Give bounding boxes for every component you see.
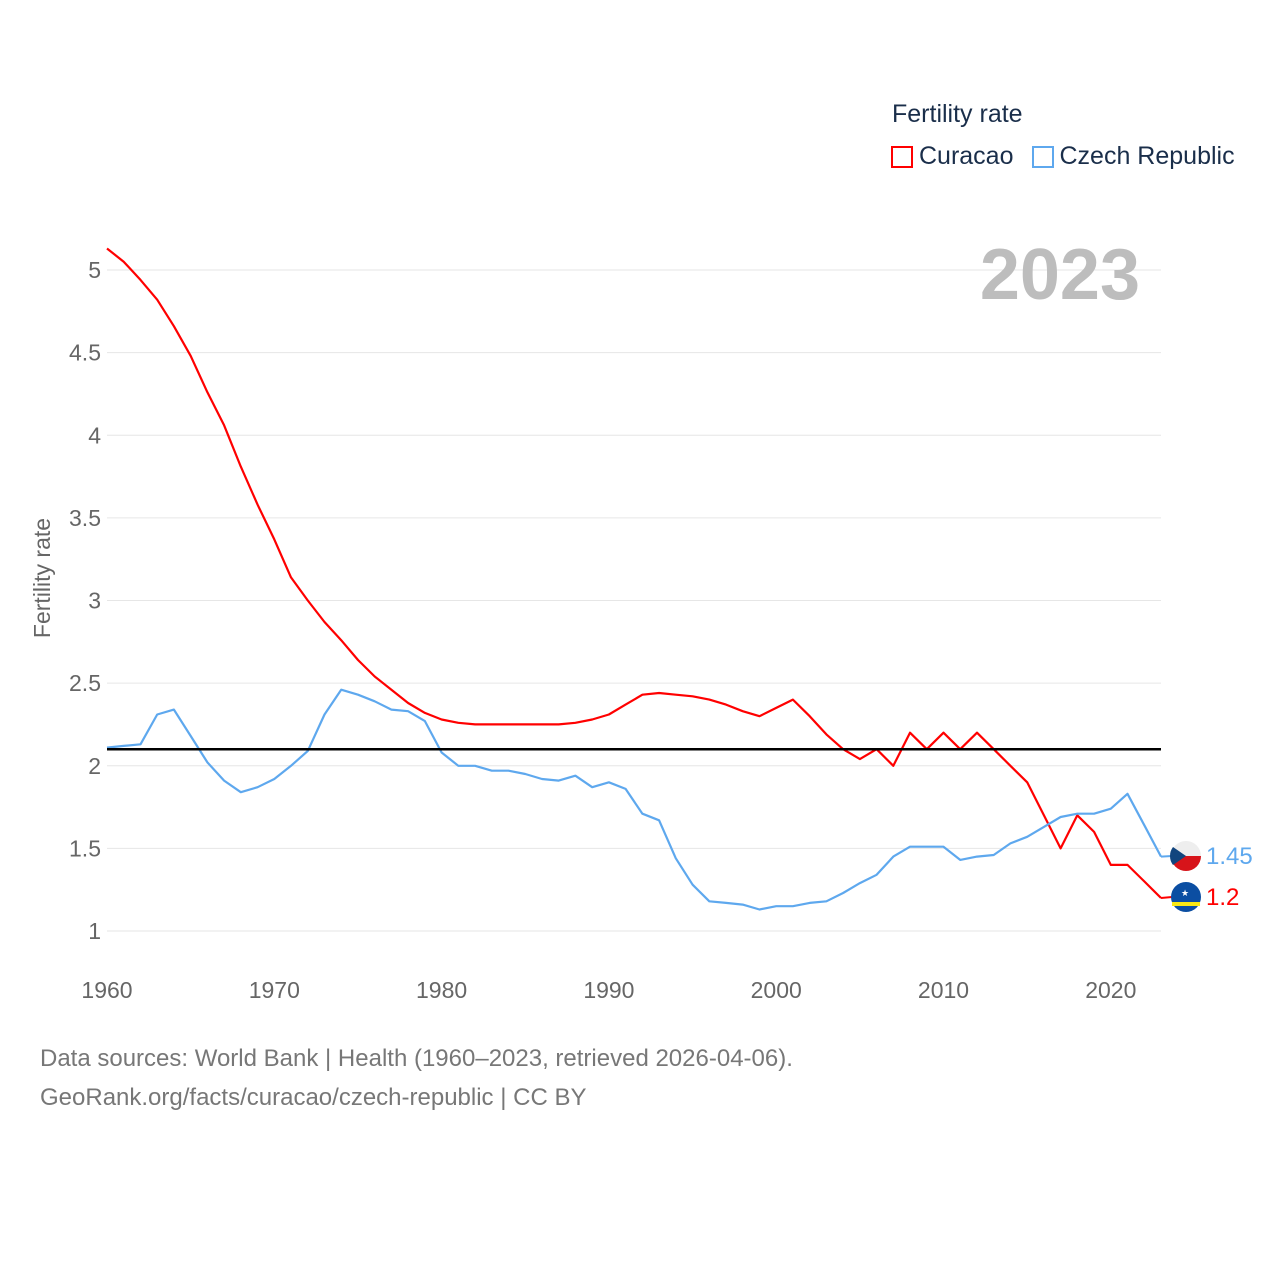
- legend-swatch-czech-republic: [1031, 145, 1054, 168]
- y-tick-label: 2: [88, 753, 101, 779]
- x-tick-label: 2000: [751, 977, 802, 1003]
- legend-label-curacao: Curacao: [919, 142, 1014, 170]
- curacao-flag-stripe: [1172, 902, 1200, 906]
- legend-item-czech-republic[interactable]: Czech Republic: [1031, 142, 1235, 171]
- series-line-czech-republic: [106, 688, 1162, 911]
- y-tick-label: 4.5: [69, 340, 101, 366]
- y-tick-label: 5: [88, 257, 101, 283]
- x-tick-label: 1980: [416, 977, 467, 1003]
- data-source-text: Data sources: World Bank | Health (1960–…: [40, 1045, 793, 1072]
- legend-label-czech-republic: Czech Republic: [1059, 142, 1235, 170]
- series-line-curacao: [106, 247, 1162, 899]
- x-tick-label: 2010: [918, 977, 969, 1003]
- x-tick-label: 1990: [583, 977, 634, 1003]
- y-tick-label: 4: [88, 422, 101, 448]
- legend-swatch-curacao: [891, 145, 913, 168]
- legend-title: Fertility rate: [892, 100, 1023, 128]
- x-tick-label: 2020: [1085, 977, 1136, 1003]
- czech-flag-triangle: [1170, 847, 1186, 865]
- x-tick-label: 1960: [81, 977, 132, 1003]
- end-value-label: 1.2: [1206, 884, 1239, 911]
- end-value-label: 1.45: [1206, 843, 1253, 870]
- attribution-link[interactable]: GeoRank.org/facts/curacao/czech-republic…: [40, 1084, 587, 1111]
- y-tick-label: 2.5: [69, 670, 101, 696]
- y-tick-label: 1: [88, 918, 101, 944]
- curacao-flag-star: ★: [1181, 888, 1189, 898]
- end-connector: [1160, 896, 1173, 899]
- y-tick-label: 3: [88, 588, 101, 614]
- y-axis-label: Fertility rate: [29, 518, 55, 638]
- legend-item-curacao[interactable]: Curacao: [891, 142, 1014, 171]
- legend: Curacao Czech Republic: [891, 142, 1235, 171]
- year-label: 2023: [980, 235, 1140, 315]
- y-tick-label: 1.5: [69, 835, 101, 861]
- x-tick-label: 1970: [249, 977, 300, 1003]
- y-tick-label: 3.5: [69, 505, 101, 531]
